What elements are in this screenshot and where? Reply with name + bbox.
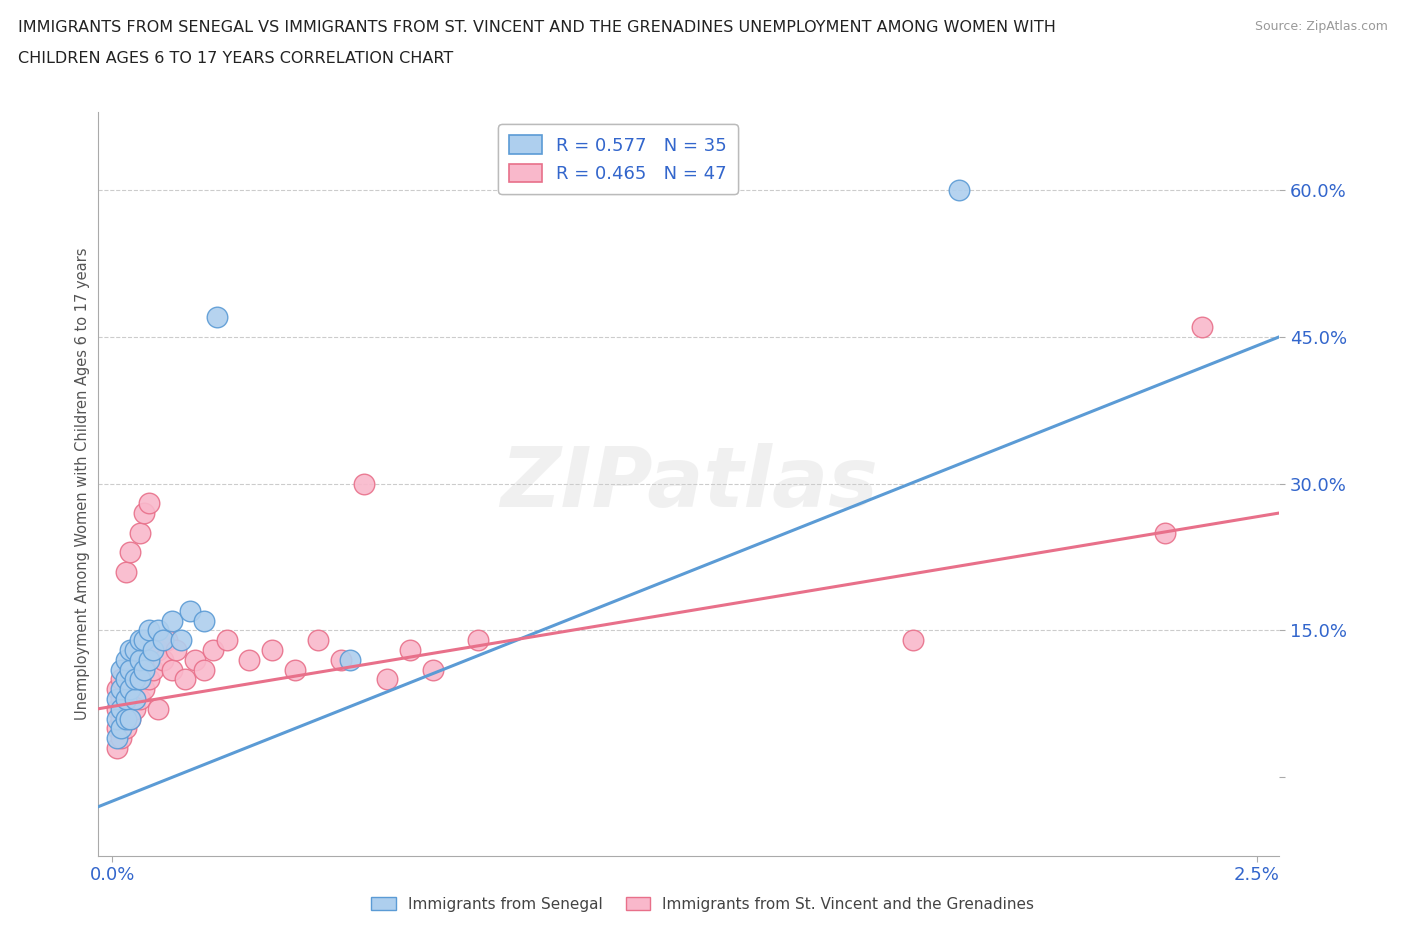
Point [105,711,128,726]
Point [124,643,146,658]
Point [115,721,138,736]
Point [120,643,142,658]
Point [120,711,142,726]
Point [120,682,142,697]
Point [152,632,174,647]
Point [124,672,146,687]
Point [138,672,160,687]
Y-axis label: Unemployment Among Women with Children Ages 6 to 17 years: Unemployment Among Women with Children A… [75,247,90,720]
Point [138,652,160,667]
Point [115,711,138,726]
Point [207,310,229,325]
Point [307,632,329,647]
Point [183,652,205,667]
Point [160,613,183,628]
Point [105,692,128,707]
Legend: Immigrants from Senegal, Immigrants from St. Vincent and the Grenadines: Immigrants from Senegal, Immigrants from… [366,890,1040,918]
Point [105,701,128,716]
Point [120,545,142,560]
Point [156,632,179,647]
Point [262,643,284,658]
Point [110,682,132,697]
Point [375,672,398,687]
Point [146,701,169,716]
Point [160,662,183,677]
Point [115,672,138,687]
Point [152,652,174,667]
Point [110,692,132,707]
Point [105,721,128,736]
Point [142,643,165,658]
Point [110,711,132,726]
Point [142,662,165,677]
Point [330,652,353,667]
Point [238,652,260,667]
Point [115,701,138,716]
Point [134,632,156,647]
Point [120,662,142,677]
Point [134,682,156,697]
Point [174,672,197,687]
Point [110,701,132,716]
Point [115,692,138,707]
Text: Source: ZipAtlas.com: Source: ZipAtlas.com [1254,20,1388,33]
Point [110,731,132,746]
Point [138,496,160,511]
Point [903,632,925,647]
Point [128,692,150,707]
Point [193,613,215,628]
Point [110,721,132,736]
Point [128,632,150,647]
Point [339,652,361,667]
Point [120,711,142,726]
Point [1191,320,1213,335]
Point [115,652,138,667]
Point [110,672,132,687]
Point [128,672,150,687]
Point [134,506,156,521]
Point [124,682,146,697]
Point [467,632,489,647]
Point [134,662,156,677]
Point [105,740,128,755]
Point [105,682,128,697]
Text: ZIPatlas: ZIPatlas [501,443,877,525]
Point [128,525,150,540]
Point [179,604,201,618]
Legend: R = 0.577   N = 35, R = 0.465   N = 47: R = 0.577 N = 35, R = 0.465 N = 47 [498,125,738,193]
Point [948,182,970,197]
Point [128,652,150,667]
Point [105,731,128,746]
Point [138,623,160,638]
Point [124,701,146,716]
Point [422,662,444,677]
Point [146,623,169,638]
Text: CHILDREN AGES 6 TO 17 YEARS CORRELATION CHART: CHILDREN AGES 6 TO 17 YEARS CORRELATION … [18,51,454,66]
Point [353,476,375,491]
Point [284,662,307,677]
Point [128,672,150,687]
Point [146,643,169,658]
Point [165,643,187,658]
Point [1154,525,1177,540]
Point [115,565,138,579]
Point [170,632,193,647]
Point [201,643,224,658]
Point [193,662,215,677]
Point [124,692,146,707]
Point [110,662,132,677]
Point [398,643,420,658]
Point [215,632,238,647]
Text: IMMIGRANTS FROM SENEGAL VS IMMIGRANTS FROM ST. VINCENT AND THE GRENADINES UNEMPL: IMMIGRANTS FROM SENEGAL VS IMMIGRANTS FR… [18,20,1056,35]
